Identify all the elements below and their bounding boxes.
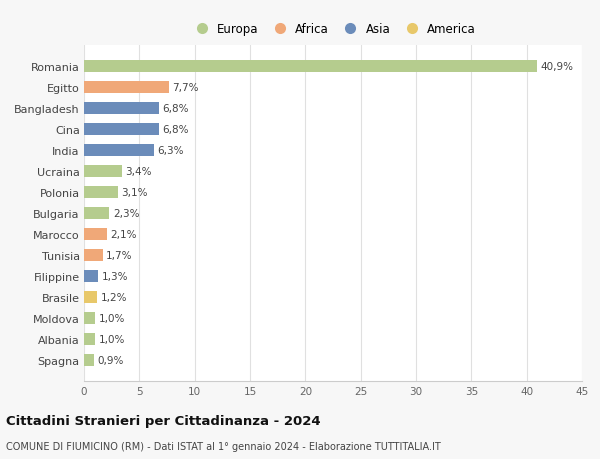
- Bar: [84, 313, 95, 324]
- Bar: [84, 124, 159, 135]
- Bar: [84, 145, 154, 157]
- Text: 2,3%: 2,3%: [113, 208, 139, 218]
- Text: 6,8%: 6,8%: [163, 125, 189, 134]
- Bar: [84, 82, 169, 94]
- Bar: [84, 207, 109, 219]
- Bar: [84, 291, 97, 303]
- Bar: [84, 103, 159, 114]
- Text: 1,2%: 1,2%: [101, 292, 127, 302]
- Legend: Europa, Africa, Asia, America: Europa, Africa, Asia, America: [185, 18, 481, 41]
- Bar: [84, 333, 95, 345]
- Text: 1,3%: 1,3%: [102, 271, 128, 281]
- Bar: [84, 166, 122, 177]
- Text: 1,7%: 1,7%: [106, 250, 133, 260]
- Text: Cittadini Stranieri per Cittadinanza - 2024: Cittadini Stranieri per Cittadinanza - 2…: [6, 414, 320, 428]
- Bar: [84, 187, 118, 198]
- Text: 3,4%: 3,4%: [125, 167, 151, 177]
- Bar: [84, 229, 107, 240]
- Text: 0,9%: 0,9%: [97, 355, 124, 365]
- Text: 1,0%: 1,0%: [98, 313, 125, 323]
- Text: 6,8%: 6,8%: [163, 104, 189, 114]
- Text: 3,1%: 3,1%: [122, 188, 148, 197]
- Text: 40,9%: 40,9%: [540, 62, 573, 72]
- Bar: [84, 250, 103, 261]
- Bar: [84, 270, 98, 282]
- Text: 1,0%: 1,0%: [98, 334, 125, 344]
- Text: 2,1%: 2,1%: [110, 230, 137, 239]
- Bar: [84, 354, 94, 366]
- Text: 7,7%: 7,7%: [173, 83, 199, 93]
- Text: 6,3%: 6,3%: [157, 146, 184, 156]
- Bar: [84, 61, 536, 73]
- Text: COMUNE DI FIUMICINO (RM) - Dati ISTAT al 1° gennaio 2024 - Elaborazione TUTTITAL: COMUNE DI FIUMICINO (RM) - Dati ISTAT al…: [6, 441, 441, 451]
